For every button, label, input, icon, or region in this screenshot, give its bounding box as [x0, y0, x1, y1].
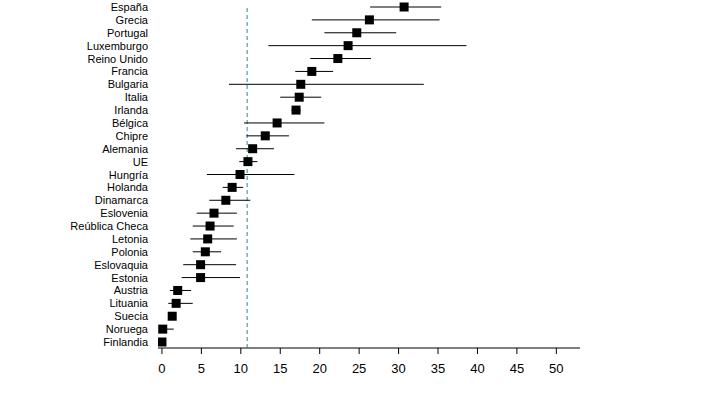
- x-tick-label: 10: [234, 361, 248, 376]
- category-label: Polonia: [111, 246, 149, 258]
- x-tick: [516, 348, 517, 354]
- error-bar: [207, 174, 295, 175]
- category-label: España: [111, 1, 149, 13]
- point: [344, 41, 353, 50]
- x-tick-label: 25: [352, 361, 366, 376]
- error-bar: [190, 238, 237, 239]
- x-tick-label: 5: [198, 361, 205, 376]
- error-bar: [229, 84, 424, 85]
- x-tick: [477, 348, 478, 354]
- category-label: Suecia: [114, 310, 149, 322]
- x-tick: [398, 348, 399, 354]
- category-label: Finlandia: [103, 336, 149, 348]
- category-label: Reino Unido: [87, 53, 148, 65]
- x-tick-label: 15: [273, 361, 287, 376]
- point: [196, 260, 205, 269]
- x-tick-label: 30: [391, 361, 405, 376]
- category-label: Letonia: [112, 233, 149, 245]
- point: [228, 183, 237, 192]
- point: [261, 131, 270, 140]
- point: [172, 299, 181, 308]
- point: [243, 157, 252, 166]
- category-label: Hungría: [109, 169, 149, 181]
- error-bar: [312, 19, 440, 20]
- category-label: Eslovenia: [100, 207, 149, 219]
- category-label: Bélgica: [112, 117, 149, 129]
- plot-area: [158, 3, 466, 349]
- category-label: Grecia: [116, 14, 149, 26]
- x-tick: [438, 348, 439, 354]
- point: [295, 93, 304, 102]
- point: [206, 222, 215, 231]
- x-tick: [359, 348, 360, 354]
- category-label: Francia: [111, 65, 149, 77]
- x-tick-label: 35: [431, 361, 445, 376]
- point: [201, 247, 210, 256]
- point: [173, 286, 182, 295]
- point: [196, 273, 205, 282]
- point: [210, 209, 219, 218]
- x-tick-label: 20: [312, 361, 326, 376]
- x-tick: [201, 348, 202, 354]
- category-label: Portugal: [107, 27, 148, 39]
- category-label: Alemania: [102, 143, 149, 155]
- category-label: Dinamarca: [95, 194, 149, 206]
- point: [400, 3, 409, 12]
- point: [296, 80, 305, 89]
- point: [236, 170, 245, 179]
- point: [333, 54, 342, 63]
- chart: 0 5 10 15 20 25 30 35 40 45 50 EspañaGreciaPortugal…: [0, 0, 713, 401]
- category-label: Luxemburgo: [87, 40, 148, 52]
- error-bar: [268, 45, 466, 46]
- error-bar: [182, 277, 240, 278]
- category-label: Italia: [125, 91, 149, 103]
- category-label: UE: [133, 156, 148, 168]
- reference-line: [247, 8, 248, 348]
- x-tick: [280, 348, 281, 354]
- category-label: Austria: [114, 284, 149, 296]
- category-label: Reública Checa: [70, 220, 149, 232]
- category-label: Chipre: [116, 130, 148, 142]
- point: [292, 106, 301, 115]
- category-label: Eslovaquia: [94, 259, 149, 271]
- x-tick-label: 0: [158, 361, 165, 376]
- error-bar: [183, 264, 236, 265]
- x-tick-label: 40: [470, 361, 484, 376]
- point: [273, 118, 282, 127]
- point: [307, 67, 316, 76]
- x-tick-label: 50: [549, 361, 563, 376]
- category-label: Holanda: [107, 181, 149, 193]
- point: [365, 15, 374, 24]
- point: [203, 234, 212, 243]
- point: [248, 144, 257, 153]
- category-label: Bulgaria: [108, 78, 149, 90]
- x-tick: [240, 348, 241, 354]
- point: [158, 325, 167, 334]
- point: [168, 312, 177, 321]
- category-label: Noruega: [106, 323, 149, 335]
- category-label: Irlanda: [114, 104, 149, 116]
- category-label: Lituania: [109, 297, 148, 309]
- point: [352, 28, 361, 37]
- point: [158, 338, 166, 347]
- point: [221, 196, 230, 205]
- x-tick: [556, 348, 557, 354]
- x-tick: [319, 348, 320, 354]
- error-bar: [244, 122, 324, 123]
- category-label: Estonia: [111, 272, 149, 284]
- x-tick-label: 45: [510, 361, 524, 376]
- x-tick: [161, 348, 162, 354]
